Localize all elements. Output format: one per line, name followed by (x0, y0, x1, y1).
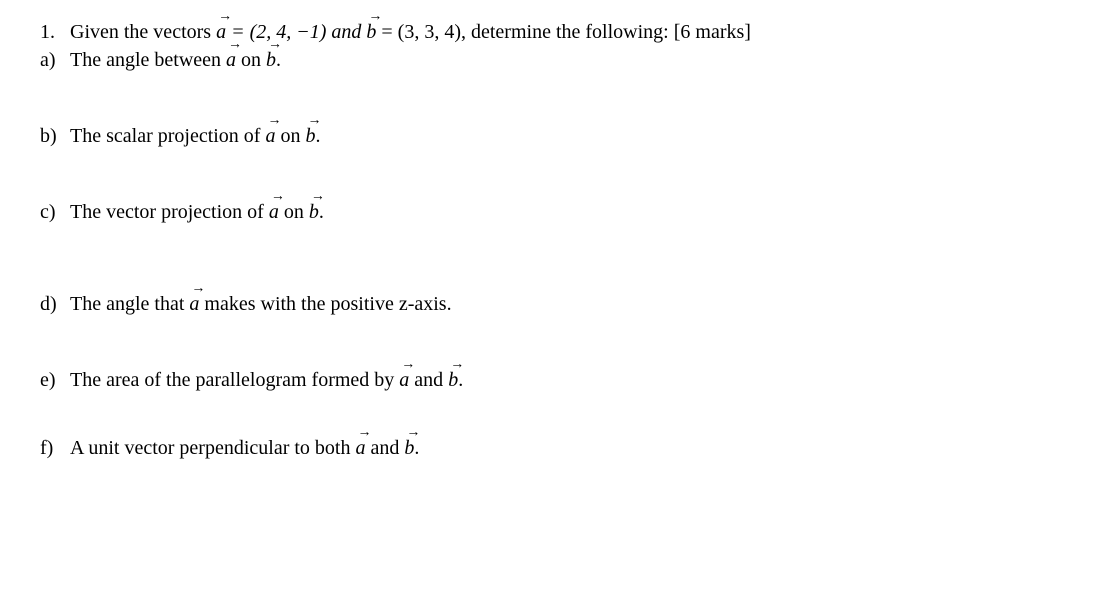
part-c: c) The vector projection of a on b. (40, 198, 1056, 226)
vector-b: b (448, 366, 458, 394)
vector-a: a (189, 290, 199, 318)
part-e: e) The area of the parallelogram formed … (40, 366, 1056, 394)
part-b-prefix: The scalar projection of (70, 125, 265, 147)
vector-a: a (399, 366, 409, 394)
part-d-suffix: makes with the positive z-axis. (199, 293, 451, 315)
part-f: f) A unit vector perpendicular to both a… (40, 434, 1056, 462)
problem-intro: 1. Given the vectors a = (2, 4, −1) and … (40, 18, 1056, 46)
part-c-prefix: The vector projection of (70, 201, 269, 223)
vector-a: a (216, 18, 226, 46)
vector-a: a (269, 198, 279, 226)
part-a-prefix: The angle between (70, 49, 226, 71)
vector-b: b (366, 18, 376, 46)
vector-a: a (265, 122, 275, 150)
part-b: b) The scalar projection of a on b. (40, 122, 1056, 150)
part-d: d) The angle that a makes with the posit… (40, 290, 1056, 318)
problem-number: 1. (40, 18, 55, 46)
vector-b: b (404, 434, 414, 462)
part-a-label: a) (40, 46, 56, 74)
intro-suffix: , determine the following: [6 marks] (461, 21, 751, 43)
vector-a: a (226, 46, 236, 74)
part-e-label: e) (40, 366, 56, 394)
part-f-label: f) (40, 434, 53, 462)
part-a: a) The angle between a on b. (40, 46, 1056, 74)
vector-b: b (305, 122, 315, 150)
intro-prefix: Given the vectors (70, 21, 216, 43)
part-e-prefix: The area of the parallelogram formed by (70, 369, 399, 391)
part-b-label: b) (40, 122, 57, 150)
vector-b: b (266, 46, 276, 74)
and-word: and (331, 21, 366, 43)
vector-a: a (355, 434, 365, 462)
part-d-prefix: The angle that (70, 293, 189, 315)
part-f-prefix: A unit vector perpendicular to both (70, 437, 355, 459)
vector-b: b (309, 198, 319, 226)
part-d-label: d) (40, 290, 57, 318)
eq-b: = (3, 3, 4) (376, 21, 461, 43)
part-c-label: c) (40, 198, 56, 226)
